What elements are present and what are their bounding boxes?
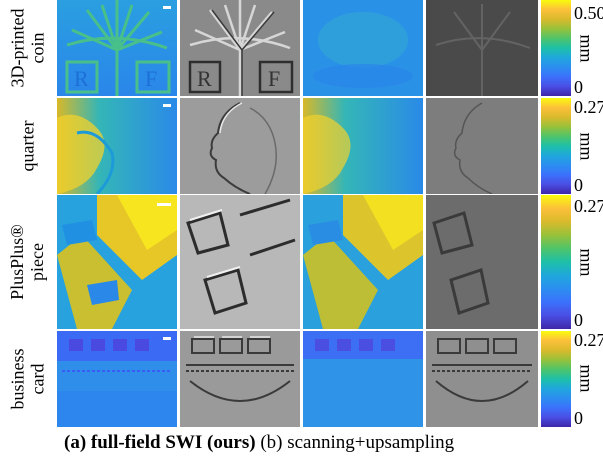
caption-part-b: (b) scanning+upsampling [260,432,455,453]
quarter-ours-normal [180,98,300,194]
scale-bar [157,203,171,206]
row-label-coin-line1: 3D-printed [7,8,28,88]
row-label-coin: 3D-printed coin [2,0,52,96]
quarter-scan-normal [426,98,538,194]
colorbar-quarter-min: 0 [574,175,583,195]
row-label-plusplus-line1: PlusPlus® [7,224,27,300]
quarter-ours-heightmap [57,98,177,194]
colorbar-plusplus-min: 0 [574,310,583,330]
svg-text:R: R [74,66,89,91]
colorbar-coin-max: 0.50 [574,3,603,23]
colorbar-card-max: 0.27 [574,330,603,350]
row-label-coin-line2: coin [27,32,48,64]
figure-caption: (a) full-field SWI (ours) (b) scanning+u… [64,432,584,454]
plusplus-ours-normal [180,195,300,329]
colorbar-plusplus-unit: mm [576,247,597,277]
scale-bar [163,104,171,107]
row-label-plusplus: PlusPlus® piece [2,195,52,329]
colorbar-coin [541,0,571,96]
scale-bar [163,6,171,9]
colorbar-coin-min: 0 [574,77,583,97]
colorbar-plusplus [541,195,571,329]
caption-part-a: (a) full-field SWI (ours) [64,432,256,453]
row-label-card-line2: card [27,363,48,395]
row-label-card: business card [2,331,52,427]
colorbar-card [541,331,571,427]
coin-ours-normal: R F [180,0,300,96]
colorbar-quarter [541,98,571,194]
card-scan-heightmap [303,331,423,427]
card-ours-normal [180,331,300,427]
colorbar-card-min: 0 [574,408,583,428]
plusplus-scan-normal [426,195,538,329]
coin-scan-heightmap [303,0,423,96]
scale-bar [163,337,171,340]
colorbar-quarter-max: 0.27 [574,97,603,117]
quarter-scan-heightmap [303,98,423,194]
colorbar-plusplus-max: 0.27 [574,196,603,216]
row-label-quarter: quarter [2,98,52,194]
row-label-card-line1: business [7,348,28,410]
row-label-quarter-line1: quarter [17,120,37,172]
colorbar-card-unit: mm [576,363,597,393]
svg-text:F: F [145,66,157,91]
coin-ours-heightmap: R F [57,0,177,96]
coin-scan-normal [426,0,538,96]
plusplus-scan-heightmap [303,195,423,329]
svg-text:F: F [268,66,280,91]
card-ours-heightmap [57,331,177,427]
svg-text:R: R [197,66,212,91]
card-scan-normal [426,331,538,427]
colorbar-coin-unit: mm [576,33,597,63]
colorbar-quarter-unit: mm [576,131,597,161]
row-label-plusplus-line2: piece [27,243,47,281]
plusplus-ours-heightmap [57,195,177,329]
